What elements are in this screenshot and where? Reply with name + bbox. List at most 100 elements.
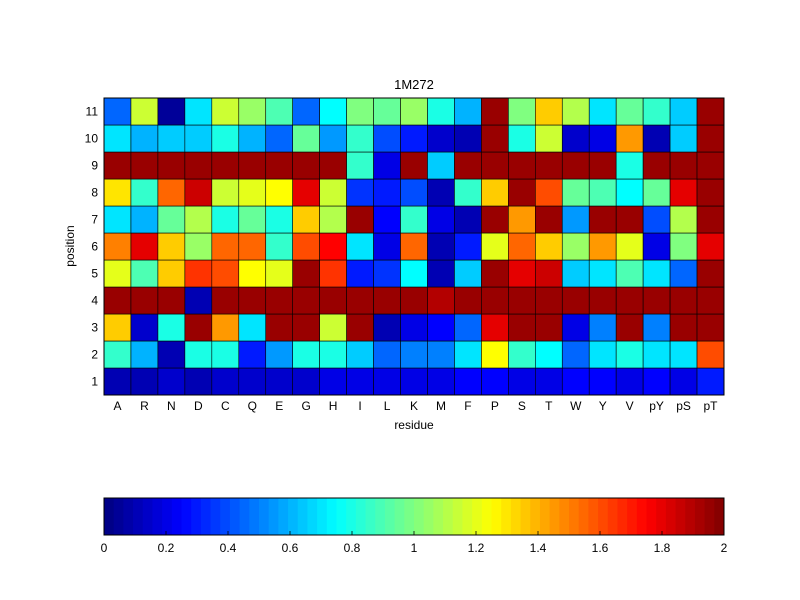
heatmap-cell <box>561 151 590 180</box>
y-tick-label: 2 <box>91 348 98 362</box>
heatmap-cell <box>292 340 320 369</box>
colorbar-swatch <box>104 498 115 535</box>
heatmap-cell <box>588 367 617 396</box>
heatmap-cell <box>238 178 267 207</box>
heatmap-cell <box>319 205 347 234</box>
heatmap-cell <box>561 124 590 153</box>
heatmap-cell <box>184 286 213 315</box>
colorbar-swatch <box>598 498 609 535</box>
heatmap-cell <box>103 232 132 261</box>
colorbar-swatch <box>171 498 182 535</box>
heatmap-cell <box>454 259 482 288</box>
heatmap-cell <box>561 340 590 369</box>
heatmap-cell <box>669 232 698 261</box>
colorbar-swatch <box>530 498 541 535</box>
heatmap-cell <box>696 205 725 234</box>
heatmap-cell <box>400 232 428 261</box>
heatmap-cell <box>535 340 563 369</box>
heatmap-cell <box>427 232 455 261</box>
x-tick-label: pY <box>649 399 664 413</box>
x-tick-label: L <box>384 399 391 413</box>
heatmap-cell <box>615 286 644 315</box>
heatmap-cell <box>211 286 240 315</box>
heatmap-cell <box>211 97 240 126</box>
y-tick-label: 7 <box>91 213 98 227</box>
heatmap-cell <box>319 178 347 207</box>
heatmap-cell <box>642 367 671 396</box>
heatmap-cell <box>481 151 509 180</box>
heatmap-cell <box>588 340 617 369</box>
heatmap-cell <box>535 232 563 261</box>
y-tick-label: 1 <box>91 375 98 389</box>
heatmap-cell <box>265 178 293 207</box>
colorbar-swatch <box>404 498 415 535</box>
heatmap-cell <box>292 367 320 396</box>
x-tick-label: D <box>194 399 203 413</box>
heatmap-cell <box>157 340 186 369</box>
heatmap-cell <box>346 151 374 180</box>
x-tick-label: E <box>275 399 283 413</box>
heatmap-cell <box>588 232 617 261</box>
colorbar-swatch <box>365 498 376 535</box>
heatmap-cell <box>130 205 159 234</box>
heatmap-cell <box>157 286 186 315</box>
heatmap-cell <box>103 259 132 288</box>
heatmap-cell <box>454 232 482 261</box>
heatmap-cell <box>454 313 482 342</box>
heatmap-cell <box>184 97 213 126</box>
y-tick-label: 4 <box>91 294 98 308</box>
heatmap-cell <box>346 178 374 207</box>
heatmap-cell <box>427 124 455 153</box>
heatmap-cell <box>211 259 240 288</box>
heatmap-cell <box>373 259 401 288</box>
heatmap-cell <box>400 205 428 234</box>
heatmap-cell <box>292 232 320 261</box>
heatmap-cell <box>265 205 293 234</box>
heatmap-cell <box>642 124 671 153</box>
colorbar-swatch <box>162 498 173 535</box>
heatmap-cell <box>184 367 213 396</box>
colorbar-swatch <box>578 498 589 535</box>
colorbar-swatch <box>549 498 560 535</box>
plot-frame <box>103 97 725 396</box>
heatmap-cell <box>292 97 320 126</box>
heatmap-cell <box>588 259 617 288</box>
heatmap-cell <box>561 232 590 261</box>
colorbar-tick-label: 1.8 <box>654 541 671 555</box>
heatmap-cell <box>292 124 320 153</box>
heatmap-cell <box>373 97 401 126</box>
heatmap-cell <box>238 124 267 153</box>
heatmap-cell <box>265 151 293 180</box>
heatmap-cell <box>184 259 213 288</box>
heatmap-cell <box>642 340 671 369</box>
x-axis-label: residue <box>394 418 434 432</box>
heatmap-cell <box>669 151 698 180</box>
x-tick-label: Y <box>599 399 607 413</box>
heatmap-cell <box>642 232 671 261</box>
heatmap-cell <box>319 97 347 126</box>
heatmap-cell <box>508 97 536 126</box>
heatmap-cell <box>588 205 617 234</box>
heatmap-cell <box>696 178 725 207</box>
y-axis-label: position <box>63 225 77 266</box>
heatmap-cell <box>346 259 374 288</box>
heatmap-cell <box>346 97 374 126</box>
heatmap-cell <box>211 313 240 342</box>
heatmap-cell <box>400 124 428 153</box>
heatmap-cell <box>642 313 671 342</box>
y-tick-label: 3 <box>91 321 98 335</box>
heatmap-cell <box>454 205 482 234</box>
x-tick-label: I <box>358 399 361 413</box>
heatmap-cell <box>454 286 482 315</box>
colorbar-swatch <box>559 498 570 535</box>
heatmap-cell <box>292 259 320 288</box>
heatmap-cell <box>427 286 455 315</box>
heatmap-cell <box>400 97 428 126</box>
x-tick-label: T <box>545 399 553 413</box>
colorbar-swatch <box>656 498 667 535</box>
colorbar-swatch <box>588 498 599 535</box>
heatmap-cell <box>642 286 671 315</box>
colorbar-tick-label: 1.4 <box>530 541 547 555</box>
